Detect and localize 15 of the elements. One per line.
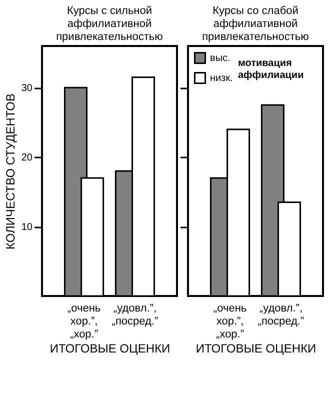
x-axis-title: ИТОГОВЫЕ ОЦЕНКИ (50, 342, 170, 356)
x-tick-label: „удовл.”, „посред.” (258, 302, 304, 328)
x-axis-title: ИТОГОВЫЕ ОЦЕНКИ (196, 342, 316, 356)
legend-title: мотивация аффилиации (238, 58, 304, 81)
x-tick-label: „удовл.”, „посред.” (112, 302, 158, 328)
chart-title: Курсы со слабой аффилиативной привлекательностью (202, 5, 309, 43)
y-tick-label: 20 (21, 152, 33, 164)
y-tick-label: 30 (21, 83, 33, 94)
x-tick-label: „очень хор.”, „хор.” (67, 302, 101, 340)
x-tick-label: „очень хор.”, „хор.” (213, 302, 247, 340)
y-tick-label: 10 (21, 222, 33, 234)
legend-label: низк. (210, 73, 233, 84)
y-axis-title: КОЛИЧЕСТВО СТУДЕНТОВ (3, 93, 18, 250)
chart-title: Курсы с сильной аффилиативной привлекательностью (56, 5, 163, 43)
legend-label: выс. (210, 53, 230, 64)
